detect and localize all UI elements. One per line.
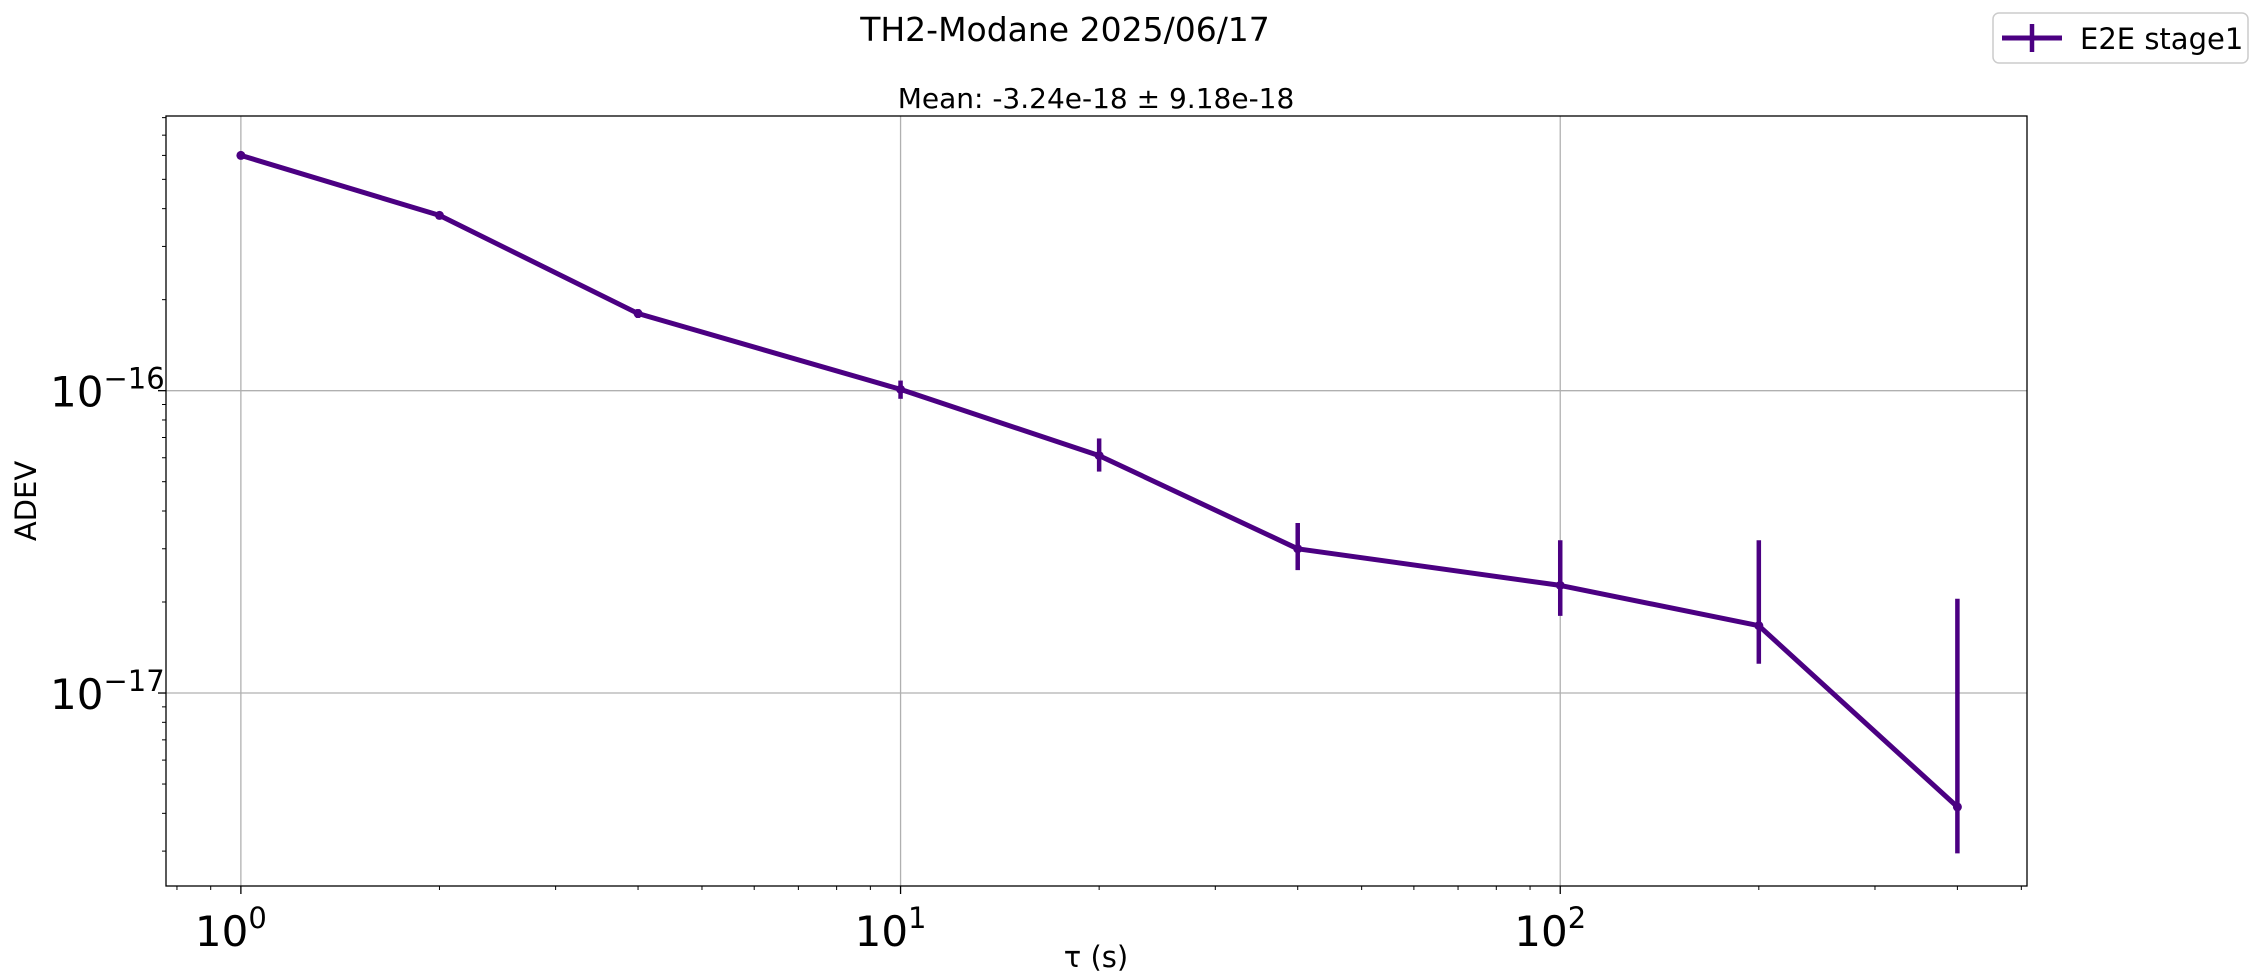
data-point	[1754, 621, 1764, 631]
y-tick-labels: 10−16 10−17	[50, 362, 165, 719]
x-tick-label: 102	[1514, 901, 1586, 956]
x-axis-label: τ (s)	[1064, 940, 1128, 974]
x-tick-labels: 100 101 102	[195, 901, 1586, 956]
chart-subtitle: Mean: -3.24e-18 ± 9.18e-18	[898, 82, 1295, 115]
data-point	[1293, 544, 1303, 554]
legend-label: E2E stage1	[2080, 22, 2243, 56]
y-tick-label: 10−16	[50, 362, 165, 417]
legend-frame	[1992, 12, 2249, 64]
data-point	[1555, 580, 1565, 590]
data-point	[1952, 802, 1962, 812]
data-point	[1094, 451, 1104, 461]
chart-title: TH2-Modane 2025/06/17	[859, 10, 1270, 49]
x-tick-label: 100	[195, 901, 267, 956]
data-point	[434, 210, 444, 220]
y-tick-label: 10−17	[50, 664, 165, 719]
plot-frame	[165, 115, 2028, 887]
x-tick-label: 101	[855, 901, 927, 956]
grid	[166, 116, 2027, 886]
y-axis-label: ADEV	[9, 461, 43, 541]
data-point	[896, 384, 906, 394]
data-point	[633, 308, 643, 318]
plot-area	[166, 116, 2027, 886]
data-point	[236, 150, 246, 160]
legend[interactable]: E2E stage1	[1992, 12, 2249, 64]
minor-ticks	[158, 117, 2022, 894]
legend-swatch	[2002, 24, 2062, 52]
series-layer	[236, 150, 1962, 854]
